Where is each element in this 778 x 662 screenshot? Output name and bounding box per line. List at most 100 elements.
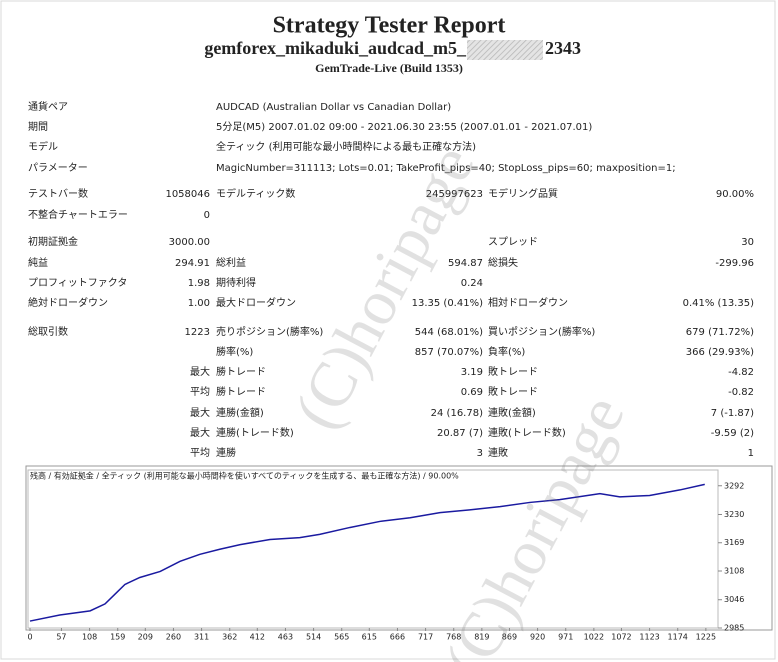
legend-text: 残高 bbox=[30, 471, 46, 481]
row-value: 90.00% bbox=[716, 189, 754, 200]
row-value: 平均 bbox=[190, 447, 210, 459]
x-tick-label: 869 bbox=[502, 633, 517, 642]
row-value: 最大 bbox=[190, 365, 210, 378]
row-label: モデル bbox=[28, 140, 58, 153]
row-label: 不整合チャートエラー bbox=[28, 208, 128, 221]
row-value: 20.87 (7) bbox=[437, 428, 483, 439]
row-value: 0.41% (13.35) bbox=[683, 298, 754, 309]
row-label: 相対ドローダウン bbox=[488, 296, 568, 309]
x-tick-label: 971 bbox=[558, 633, 573, 642]
row-label: 絶対ドローダウン bbox=[28, 296, 108, 309]
row-value: -9.59 (2) bbox=[711, 428, 754, 439]
row-value: 3.19 bbox=[461, 367, 483, 378]
row-label: プロフィットファクタ bbox=[28, 277, 127, 289]
x-tick-label: 412 bbox=[250, 633, 265, 642]
balance-line bbox=[29, 483, 705, 622]
legend-text: 有効証拠金 bbox=[54, 471, 94, 481]
row-value: 0.24 bbox=[461, 278, 483, 289]
x-tick-label: 920 bbox=[530, 633, 545, 642]
x-tick-label: 1072 bbox=[611, 633, 631, 642]
row-value: 7 (-1.87) bbox=[711, 408, 754, 419]
row-value: 294.91 bbox=[175, 258, 210, 269]
row-value: 594.87 bbox=[448, 258, 483, 269]
row-label: 初期証拠金 bbox=[28, 235, 78, 248]
legend-text: / 全ティック (利用可能な最小時間枠を使いすべてのティックを生成する、最も正確… bbox=[94, 471, 459, 481]
row-label: 連勝(金額) bbox=[216, 406, 264, 419]
row-value: -4.82 bbox=[728, 367, 754, 378]
x-tick-label: 1022 bbox=[584, 633, 604, 642]
row-label: 純益 bbox=[28, 256, 48, 269]
row-label: 勝トレード bbox=[216, 365, 266, 378]
row-label: 通貨ペア bbox=[28, 100, 68, 113]
y-tick-label: 3046 bbox=[724, 595, 744, 604]
row-value: 1058046 bbox=[165, 189, 210, 200]
x-tick-label: 209 bbox=[138, 633, 153, 642]
row-value: 1.00 bbox=[188, 298, 210, 309]
row-label: 総利益 bbox=[216, 256, 246, 269]
row-label: 総取引数 bbox=[28, 325, 68, 338]
row-value: 0 bbox=[204, 210, 210, 221]
x-tick-label: 514 bbox=[306, 633, 321, 642]
row-label: 総損失 bbox=[488, 256, 518, 269]
x-tick-label: 362 bbox=[222, 633, 237, 642]
row-value: 544 (68.01%) bbox=[415, 327, 483, 338]
x-tick-label: 819 bbox=[474, 633, 489, 642]
row-label: パラメーター bbox=[28, 162, 88, 174]
x-tick-label: 666 bbox=[390, 633, 405, 642]
row-label: モデルティック数 bbox=[216, 187, 295, 200]
row-label: 連勝 bbox=[216, 446, 236, 459]
row-value: 最大 bbox=[190, 406, 210, 419]
x-tick-label: 463 bbox=[278, 633, 293, 642]
row-label: 勝率(%) bbox=[216, 345, 253, 358]
subtitle-suffix: 2343 bbox=[545, 38, 581, 58]
title: Strategy Tester Report bbox=[273, 13, 506, 39]
row-value: AUDCAD (Australian Dollar vs Canadian Do… bbox=[216, 102, 451, 113]
x-tick-label: 565 bbox=[334, 633, 349, 642]
x-tick-label: 260 bbox=[166, 633, 181, 642]
row-value: -299.96 bbox=[715, 258, 754, 269]
row-value: MagicNumber=311113; Lots=0.01; TakeProfi… bbox=[216, 163, 676, 174]
row-value: 3000.00 bbox=[169, 237, 210, 248]
y-tick-label: 3108 bbox=[724, 567, 744, 576]
row-value: 366 (29.93%) bbox=[686, 347, 754, 358]
row-label: 期間 bbox=[28, 121, 48, 133]
row-label: 期待利得 bbox=[216, 276, 256, 289]
x-tick-label: 717 bbox=[418, 633, 433, 642]
row-value: 1 bbox=[748, 448, 754, 459]
build: GemTrade-Live (Build 1353) bbox=[315, 61, 463, 75]
row-label: 連勝(トレード数) bbox=[216, 426, 294, 439]
row-value: 30 bbox=[741, 237, 754, 248]
row-value: -0.82 bbox=[728, 387, 754, 398]
row-value: 1.98 bbox=[188, 278, 210, 289]
row-value: 1223 bbox=[185, 327, 210, 338]
plot-area bbox=[27, 469, 719, 629]
y-tick-label: 3292 bbox=[724, 481, 744, 490]
row-value: 13.35 (0.41%) bbox=[412, 298, 483, 309]
y-tick-label: 3169 bbox=[724, 538, 744, 547]
x-tick-label: 108 bbox=[82, 633, 97, 642]
row-value: 5分足(M5) 2007.01.02 09:00 - 2021.06.30 23… bbox=[216, 121, 592, 133]
row-value: 245997623 bbox=[426, 189, 483, 200]
row-label: 売りポジション(勝率%) bbox=[216, 325, 323, 338]
redaction bbox=[467, 40, 543, 60]
row-label: 連敗(トレード数) bbox=[488, 426, 566, 439]
x-tick-label: 311 bbox=[194, 633, 209, 642]
row-label: 最大ドローダウン bbox=[216, 296, 296, 309]
legend-text: / bbox=[46, 472, 54, 481]
x-tick-label: 1225 bbox=[696, 633, 716, 642]
row-label: 勝トレード bbox=[216, 385, 266, 398]
row-value: 最大 bbox=[190, 426, 210, 439]
x-tick-label: 0 bbox=[27, 633, 32, 642]
row-value: 679 (71.72%) bbox=[686, 327, 754, 338]
x-tick-label: 768 bbox=[446, 633, 461, 642]
x-tick-label: 1174 bbox=[668, 633, 688, 642]
row-label: 敗トレード bbox=[488, 385, 538, 398]
row-label: 買いポジション(勝率%) bbox=[488, 325, 595, 338]
row-value: 0.69 bbox=[461, 387, 483, 398]
row-value: 24 (16.78) bbox=[431, 408, 483, 419]
row-value: 全ティック (利用可能な最小時間枠による最も正確な方法) bbox=[216, 140, 476, 153]
row-value: 3 bbox=[477, 448, 483, 459]
row-label: モデリング品質 bbox=[488, 187, 558, 200]
